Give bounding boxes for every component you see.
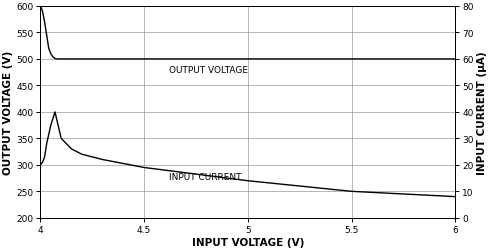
Text: INPUT CURRENT: INPUT CURRENT — [169, 172, 242, 181]
Y-axis label: INPUT CURRENT (μA): INPUT CURRENT (μA) — [477, 51, 487, 174]
Text: OUTPUT VOLTAGE: OUTPUT VOLTAGE — [169, 66, 248, 75]
Y-axis label: OUTPUT VOLTAGE (V): OUTPUT VOLTAGE (V) — [3, 50, 13, 174]
X-axis label: INPUT VOLTAGE (V): INPUT VOLTAGE (V) — [192, 236, 304, 246]
